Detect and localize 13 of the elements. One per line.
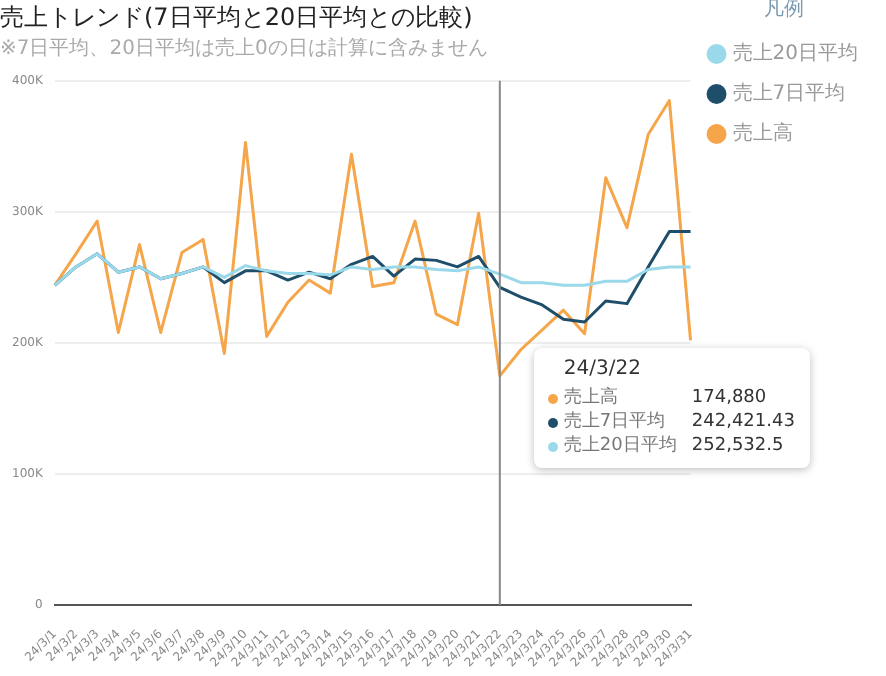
legend-label: 売上高 [732,121,793,146]
annotation: 24/3/22 [561,358,643,383]
text: 252,532.5 [691,436,784,457]
legend-title: 凡例 [764,0,805,22]
chart-title: 売上トレンド(7日平均と20日平均との比較) [0,2,473,31]
annotation: 売上7日平均 [563,410,668,435]
chart-subtitle: ※7日平均、20日平均は売上0の日は計算に含みません [0,35,488,60]
text: 242,421.43 [691,412,795,433]
legend-label: 売上20日平均 [732,41,859,66]
legend-label: 売上7日平均 [732,81,846,106]
annotation: 売上20日平均 [563,434,679,459]
annotation: 売上高 [563,386,620,411]
text: 174,880 [691,388,767,409]
